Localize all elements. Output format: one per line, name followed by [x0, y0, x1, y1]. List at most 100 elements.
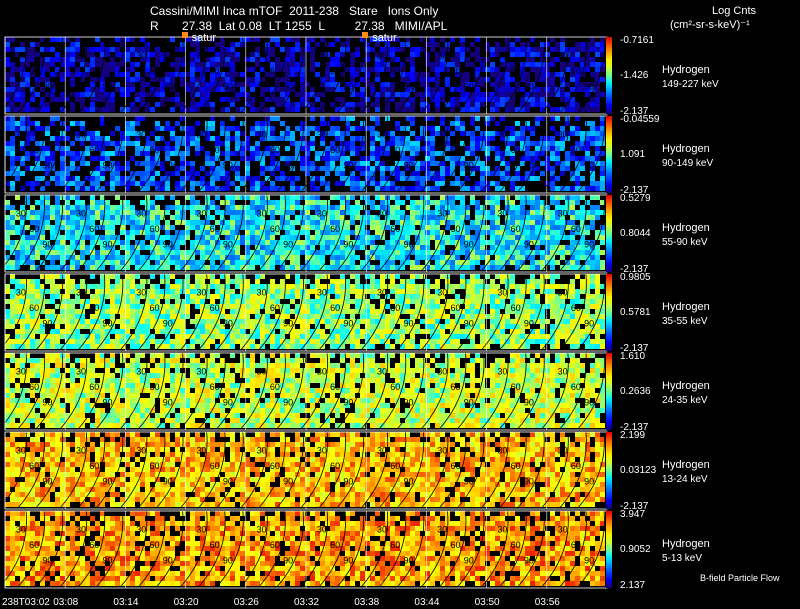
- heatmap-cell: [425, 195, 430, 200]
- heatmap-cell: [210, 121, 215, 126]
- heatmap-cell: [205, 171, 210, 176]
- heatmap-cell: [285, 250, 290, 255]
- heatmap-cell: [315, 176, 320, 181]
- heatmap-cell: [495, 200, 500, 205]
- heatmap-cell: [105, 255, 110, 260]
- heatmap-cell: [430, 176, 435, 181]
- heatmap-cell: [45, 171, 50, 176]
- heatmap-cell: [115, 62, 120, 67]
- heatmap-cell: [395, 299, 400, 304]
- heatmap-cell: [200, 77, 205, 82]
- heatmap-cell: [70, 319, 75, 324]
- heatmap-cell: [70, 230, 75, 235]
- heatmap-cell: [190, 92, 195, 97]
- heatmap-cell: [35, 77, 40, 82]
- heatmap-cell: [80, 235, 85, 240]
- heatmap-cell: [195, 151, 200, 156]
- heatmap-cell: [505, 151, 510, 156]
- heatmap-cell: [335, 215, 340, 220]
- heatmap-cell: [400, 102, 405, 107]
- heatmap-cell: [540, 230, 545, 235]
- heatmap-cell: [140, 314, 145, 319]
- heatmap-cell: [105, 136, 110, 141]
- heatmap-cell: [125, 107, 130, 112]
- heatmap-cell: [210, 102, 215, 107]
- heatmap-cell: [380, 235, 385, 240]
- heatmap-cell: [335, 230, 340, 235]
- heatmap-cell: [250, 156, 255, 161]
- heatmap-cell: [585, 245, 590, 250]
- heatmap-cell: [230, 161, 235, 166]
- heatmap-cell: [345, 329, 350, 334]
- heatmap-cell: [590, 131, 595, 136]
- heatmap-cell: [315, 230, 320, 235]
- heatmap-cell: [180, 47, 185, 52]
- heatmap-cell: [385, 294, 390, 299]
- heatmap-cell: [310, 200, 315, 205]
- heatmap-cell: [80, 161, 85, 166]
- heatmap-cell: [280, 294, 285, 299]
- heatmap-cell: [270, 210, 275, 215]
- heatmap-cell: [490, 240, 495, 245]
- heatmap-cell: [495, 225, 500, 230]
- heatmap-cell: [330, 210, 335, 215]
- heatmap-cell: [475, 235, 480, 240]
- heatmap-cell: [535, 67, 540, 72]
- heatmap-cell: [425, 186, 430, 191]
- heatmap-cell: [325, 220, 330, 225]
- heatmap-cell: [115, 161, 120, 166]
- heatmap-cell: [225, 284, 230, 289]
- heatmap-cell: [90, 87, 95, 92]
- heatmap-cell: [545, 235, 550, 240]
- heatmap-cell: [50, 97, 55, 102]
- heatmap-cell: [480, 146, 485, 151]
- heatmap-cell: [95, 215, 100, 220]
- heatmap-cell: [455, 161, 460, 166]
- heatmap-cell: [125, 131, 130, 136]
- heatmap-cell: [350, 284, 355, 289]
- heatmap-cell: [565, 97, 570, 102]
- heatmap-cell: [250, 284, 255, 289]
- heatmap-cell: [525, 141, 530, 146]
- heatmap-cell: [175, 299, 180, 304]
- heatmap-cell: [505, 171, 510, 176]
- heatmap-cell: [50, 255, 55, 260]
- heatmap-cell: [370, 314, 375, 319]
- heatmap-cell: [100, 72, 105, 77]
- heatmap-cell: [90, 107, 95, 112]
- heatmap-cell: [355, 279, 360, 284]
- heatmap-cell: [130, 156, 135, 161]
- heatmap-cell: [420, 245, 425, 250]
- heatmap-cell: [425, 230, 430, 235]
- heatmap-cell: [505, 82, 510, 87]
- heatmap-cell: [480, 235, 485, 240]
- heatmap-cell: [510, 87, 515, 92]
- heatmap-cell: [450, 97, 455, 102]
- heatmap-cell: [575, 245, 580, 250]
- heatmap-cell: [155, 186, 160, 191]
- heatmap-cell: [325, 72, 330, 77]
- heatmap-cell: [150, 299, 155, 304]
- heatmap-cell: [340, 265, 345, 270]
- heatmap-cell: [15, 92, 20, 97]
- heatmap-cell: [305, 37, 310, 42]
- heatmap-cell: [135, 97, 140, 102]
- contour-label: 90: [343, 239, 353, 249]
- heatmap-cell: [385, 339, 390, 344]
- heatmap-cell: [370, 200, 375, 205]
- heatmap-cell: [600, 47, 605, 52]
- heatmap-cell: [225, 289, 230, 294]
- heatmap-cell: [280, 195, 285, 200]
- heatmap-cell: [280, 87, 285, 92]
- heatmap-cell: [310, 126, 315, 131]
- heatmap-cell: [245, 334, 250, 339]
- heatmap-cell: [105, 294, 110, 299]
- heatmap-cell: [535, 205, 540, 210]
- heatmap-cell: [510, 156, 515, 161]
- heatmap-cell: [220, 250, 225, 255]
- heatmap-cell: [165, 294, 170, 299]
- heatmap-cell: [170, 260, 175, 265]
- heatmap-cell: [295, 92, 300, 97]
- heatmap-cell: [350, 314, 355, 319]
- heatmap-cell: [550, 126, 555, 131]
